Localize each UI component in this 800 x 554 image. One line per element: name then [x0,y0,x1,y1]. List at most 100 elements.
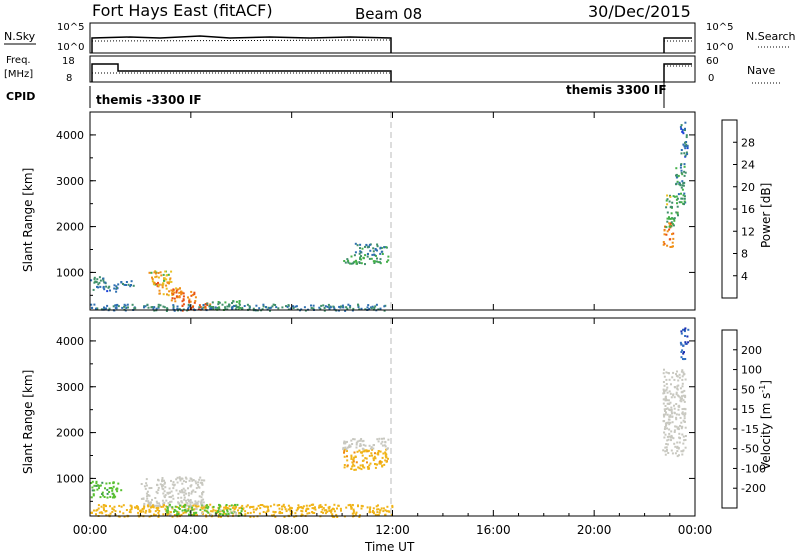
data-cell [362,465,364,468]
data-cell [668,200,671,203]
data-cell [181,501,184,504]
data-cell [360,258,363,261]
data-cell [176,481,179,484]
data-cell [226,308,229,311]
data-cell [672,195,675,198]
data-cell [96,285,98,288]
data-cell [682,352,685,355]
data-cell [679,399,682,402]
data-cell [670,439,672,442]
data-cell [191,479,194,482]
data-cell [108,487,111,490]
nave-label: Nave [747,64,775,77]
data-cell [93,281,96,284]
data-cell [99,496,102,499]
data-cell [103,281,106,284]
data-cell [173,297,176,300]
data-cell [131,303,134,306]
data-cell [229,508,232,511]
data-cell [185,492,188,495]
data-cell [372,511,375,514]
data-cell [672,371,675,374]
colorbar-tick-label: 15 [741,403,755,416]
data-cell [98,484,101,487]
data-cell [344,446,347,449]
data-cell [163,490,166,493]
data-cell [668,216,670,219]
data-cell [679,126,682,128]
data-cell [664,410,666,412]
data-cell [168,505,170,508]
data-cell [366,506,369,509]
data-cell [667,399,670,402]
data-cell [664,422,667,425]
data-cell [681,425,684,428]
data-cell [201,492,204,495]
data-cell [369,511,371,513]
data-cell [190,294,193,297]
data-cell [359,439,362,442]
data-cell [377,261,380,264]
data-cell [684,435,687,437]
data-cell [175,478,178,481]
data-cell [187,500,190,502]
data-cell [90,496,93,499]
data-cell [682,194,685,197]
data-cell [681,375,684,378]
data-cell [187,498,190,501]
data-cell [360,468,363,471]
data-cell [356,244,359,247]
data-cell [199,481,202,484]
power-data [90,121,689,312]
data-cell [217,301,220,303]
data-cell [345,506,348,509]
data-cell [684,147,687,150]
colorbar-tick-label: -50 [741,443,759,456]
data-cell [672,393,675,396]
data-cell [384,440,387,443]
data-cell [672,245,674,248]
data-cell [123,305,126,308]
data-cell [687,341,690,344]
data-cell [149,504,151,507]
data-cell [673,195,676,198]
data-cell [252,508,255,511]
data-cell [380,250,383,253]
data-cell [223,506,226,509]
data-cell [686,147,689,150]
data-cell [231,302,233,304]
data-cell [296,508,299,511]
data-cell [98,281,101,284]
data-cell [166,511,169,514]
data-cell [189,501,192,504]
data-cell [220,515,222,518]
data-cell [123,283,126,286]
data-cell [185,480,187,483]
data-cell [163,479,165,482]
data-cell [669,194,671,197]
data-cell [289,506,292,509]
data-cell [677,214,679,217]
data-cell [235,304,238,307]
data-cell [361,454,364,457]
data-cell [224,301,227,304]
nsky-trace [91,35,392,53]
data-cell [678,376,681,379]
data-cell [144,511,147,514]
data-cell [675,393,678,396]
data-cell [668,217,671,220]
cpid-row: CPID themis -3300 IF themis 3300 IF [6,82,667,108]
data-cell [352,460,355,463]
data-cell [194,300,197,302]
data-cell [666,220,669,223]
data-cell [678,413,681,416]
data-cell [175,513,178,516]
data-cell [173,483,176,486]
data-cell [368,243,371,246]
data-cell [177,511,180,514]
data-cell [662,243,665,246]
data-cell [258,307,261,310]
data-cell [666,427,668,430]
data-cell [225,506,228,509]
data-cell [111,487,114,490]
